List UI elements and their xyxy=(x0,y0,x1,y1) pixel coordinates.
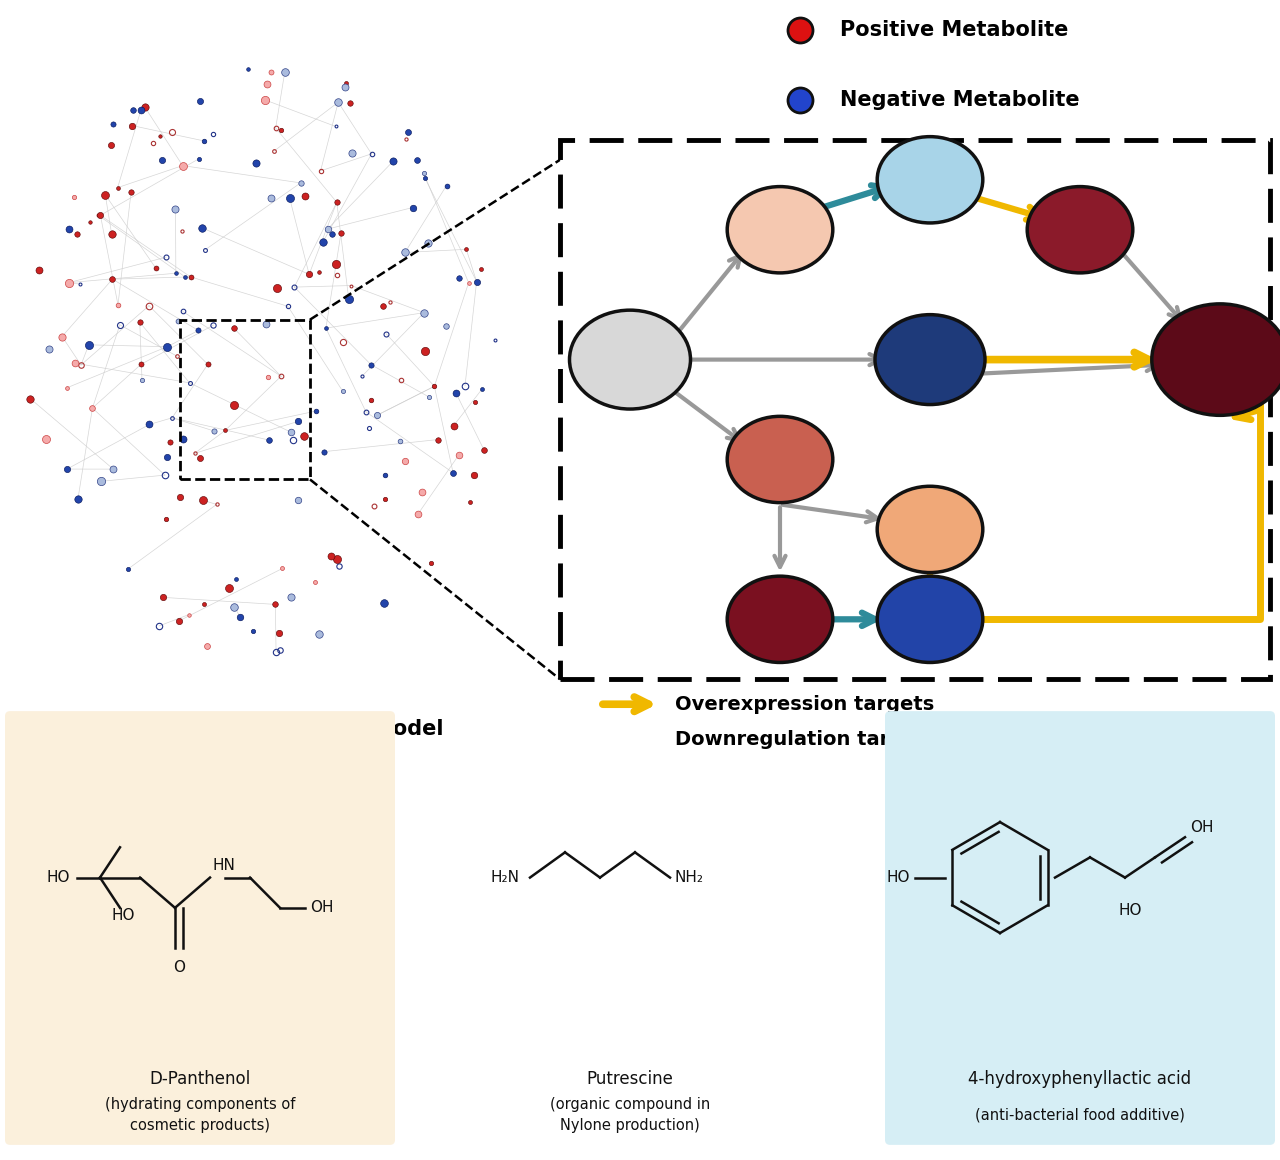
Text: O: O xyxy=(173,960,186,976)
Ellipse shape xyxy=(727,187,833,273)
Bar xyxy=(180,320,310,479)
Text: HO: HO xyxy=(887,870,910,885)
FancyBboxPatch shape xyxy=(884,711,1275,1145)
Ellipse shape xyxy=(727,416,833,502)
Text: HO: HO xyxy=(1119,902,1142,918)
Ellipse shape xyxy=(877,137,983,223)
Text: OH: OH xyxy=(310,900,334,915)
Ellipse shape xyxy=(727,577,833,662)
Text: OH: OH xyxy=(1190,820,1213,835)
Text: HO: HO xyxy=(111,908,134,923)
Ellipse shape xyxy=(877,486,983,573)
Ellipse shape xyxy=(876,314,986,405)
Text: D-Panthenol: D-Panthenol xyxy=(150,1071,251,1088)
Text: NH₂: NH₂ xyxy=(675,870,704,885)
FancyBboxPatch shape xyxy=(5,711,396,1145)
Text: 4-hydroxyphenyllactic acid: 4-hydroxyphenyllactic acid xyxy=(969,1071,1192,1088)
Text: Positive Metabolite: Positive Metabolite xyxy=(840,20,1069,39)
Text: Putrescine: Putrescine xyxy=(586,1071,673,1088)
Text: HO: HO xyxy=(46,870,70,885)
Text: (anti-bacterial food additive): (anti-bacterial food additive) xyxy=(975,1107,1185,1122)
Text: Downregulation targets: Downregulation targets xyxy=(675,730,937,748)
Text: (hydrating components of
cosmetic products): (hydrating components of cosmetic produc… xyxy=(105,1096,296,1132)
Bar xyxy=(561,140,1270,680)
Text: H₂N: H₂N xyxy=(492,870,520,885)
Ellipse shape xyxy=(1152,304,1280,415)
Ellipse shape xyxy=(1028,187,1133,273)
Ellipse shape xyxy=(570,310,690,409)
Text: HN: HN xyxy=(212,858,234,873)
Ellipse shape xyxy=(877,577,983,662)
Text: Overexpression targets: Overexpression targets xyxy=(675,695,934,713)
Text: Negative Metabolite: Negative Metabolite xyxy=(840,89,1079,110)
Text: (organic compound in
Nylone production): (organic compound in Nylone production) xyxy=(550,1096,710,1132)
Text: Genome Scale Metabolic Model: Genome Scale Metabolic Model xyxy=(77,719,444,739)
